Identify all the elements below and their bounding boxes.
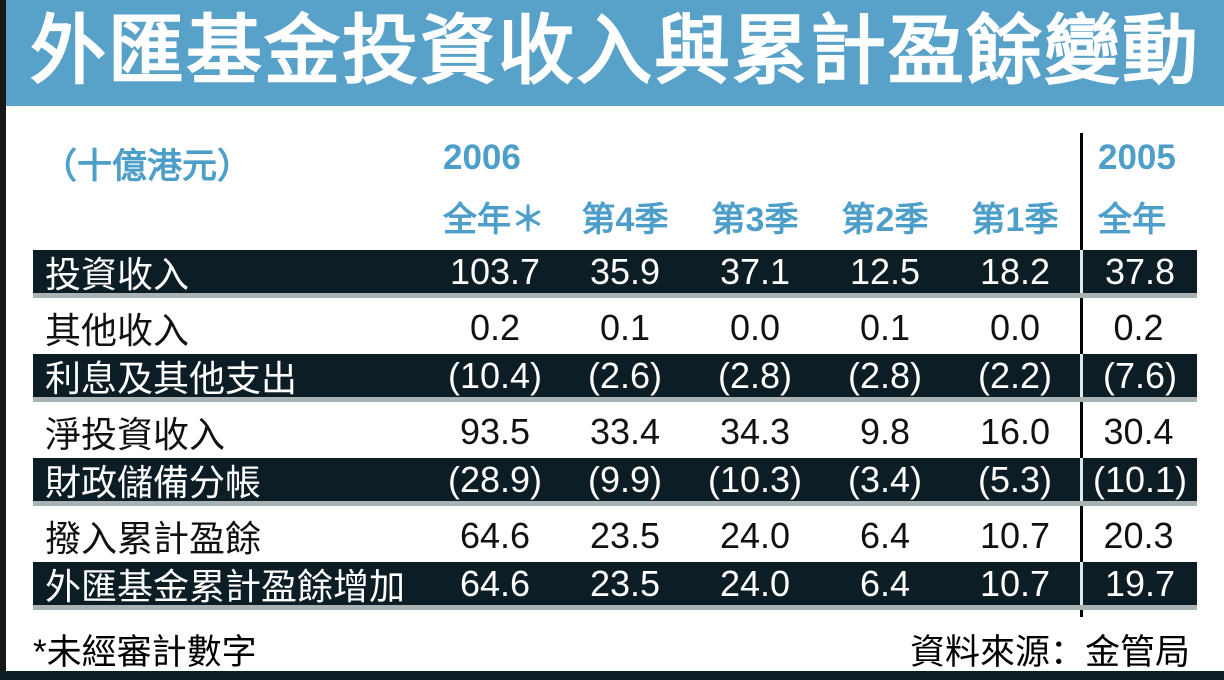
table-cell: 20.3 (1103, 515, 1174, 556)
table-cell: 24.0 (719, 562, 791, 604)
table-cell: 33.4 (589, 411, 661, 452)
table-cell: 23.5 (589, 562, 661, 604)
column-header-q3: 第3季 (711, 200, 799, 239)
table-cell: 16.0 (979, 411, 1051, 452)
table-cell: (3.4) (847, 458, 923, 500)
table-cell: 23.5 (589, 515, 661, 556)
table-cell: (2.8) (847, 354, 923, 396)
unit-label: （十億港元） (42, 147, 253, 186)
bottom-edge-border (0, 671, 1224, 680)
row-label: 淨投資收入 (45, 414, 226, 455)
table-row: 其他收入 0.2 0.1 0.0 0.1 0.0 0.2 (33, 302, 1197, 354)
table-cell: (2.2) (977, 354, 1053, 396)
left-edge-border (0, 0, 6, 680)
table-cell: 0.2 (469, 307, 521, 348)
row-label: 財政儲備分帳 (45, 461, 262, 503)
table-cell: 0.1 (599, 307, 651, 348)
table-cell: 6.4 (859, 562, 911, 604)
table-rows: 投資收入 103.7 35.9 37.1 12.5 18.2 37.8 其他收入 0.2 0.1 0… (33, 250, 1197, 614)
row-label: 投資收入 (45, 253, 190, 295)
footnote: *未經審計數字 (33, 633, 257, 672)
table-cell: 10.7 (979, 515, 1051, 556)
table-cell: (2.6) (587, 354, 663, 396)
table-cell: 93.5 (459, 411, 531, 452)
table-row: 淨投資收入 93.5 33.4 34.3 9.8 16.0 30.4 (33, 406, 1197, 458)
table-footer: *未經審計數字 資料來源：金管局 (33, 624, 1190, 675)
table-cell: 9.8 (859, 411, 911, 452)
table-cell: 18.2 (979, 250, 1051, 292)
table-header-years: （十億港元） 2006 2005 (0, 138, 1224, 186)
table-cell: 37.8 (1080, 250, 1197, 293)
table-cell: 6.4 (859, 515, 911, 556)
table-cell: 35.9 (589, 250, 661, 292)
column-header-q4: 第4季 (581, 200, 669, 239)
table-cell: (28.9) (447, 458, 543, 500)
page-title: 外匯基金投資收入與累計盈餘變動 (30, 9, 1200, 94)
column-header-q1: 第1季 (971, 200, 1059, 239)
table-cell: (10.3) (707, 458, 803, 500)
table-cell: 19.7 (1080, 562, 1197, 605)
table-cell: 12.5 (849, 250, 921, 292)
table-cell: (7.6) (1080, 354, 1197, 397)
row-label: 利息及其他支出 (45, 357, 298, 399)
year-2005-label: 2005 (1098, 138, 1176, 177)
table-cell: (10.4) (447, 354, 543, 396)
year-2006-label: 2006 (443, 138, 521, 177)
table-cell: (10.1) (1080, 458, 1197, 501)
table-cell: 0.1 (859, 307, 911, 348)
row-label: 撥入累計盈餘 (45, 518, 262, 559)
table-cell: 24.0 (719, 515, 791, 556)
table-row: 財政儲備分帳 (28.9) (9.9) (10.3) (3.4) (5.3) (10.1) (33, 458, 1197, 506)
table-cell: (2.8) (717, 354, 793, 396)
table-cell: 0.0 (729, 307, 781, 348)
table-row: 撥入累計盈餘 64.6 23.5 24.0 6.4 10.7 20.3 (33, 510, 1197, 562)
table-cell: 64.6 (459, 515, 531, 556)
table-cell: 30.4 (1103, 411, 1174, 452)
table-row: 投資收入 103.7 35.9 37.1 12.5 18.2 37.8 (33, 250, 1197, 298)
source-credit: 資料來源：金管局 (909, 633, 1190, 672)
table-row: 外匯基金累計盈餘增加 64.6 23.5 24.0 6.4 10.7 19.7 (33, 562, 1197, 610)
table-header-columns: 全年＊ 第4季 第3季 第2季 第1季 全年 (430, 194, 1197, 239)
table-cell: 0.0 (989, 307, 1041, 348)
table-cell: (5.3) (977, 458, 1053, 500)
table-cell: 64.6 (459, 562, 531, 604)
column-header-q2: 第2季 (841, 200, 929, 239)
row-label: 其他收入 (45, 310, 190, 351)
title-banner: 外匯基金投資收入與累計盈餘變動 (0, 0, 1224, 106)
column-header-fullyear-2005: 全年 (1098, 200, 1166, 239)
table-cell: (9.9) (587, 458, 663, 500)
table-cell: 34.3 (719, 411, 791, 452)
table-cell: 103.7 (449, 250, 541, 292)
row-label: 外匯基金累計盈餘增加 (45, 565, 406, 607)
table-cell: 10.7 (979, 562, 1051, 604)
table-row: 利息及其他支出 (10.4) (2.6) (2.8) (2.8) (2.2) (7.6) (33, 354, 1197, 402)
table-cell: 37.1 (719, 250, 791, 292)
table-cell: 0.2 (1113, 307, 1164, 348)
column-header-fullyear-2006: 全年＊ (443, 200, 545, 239)
